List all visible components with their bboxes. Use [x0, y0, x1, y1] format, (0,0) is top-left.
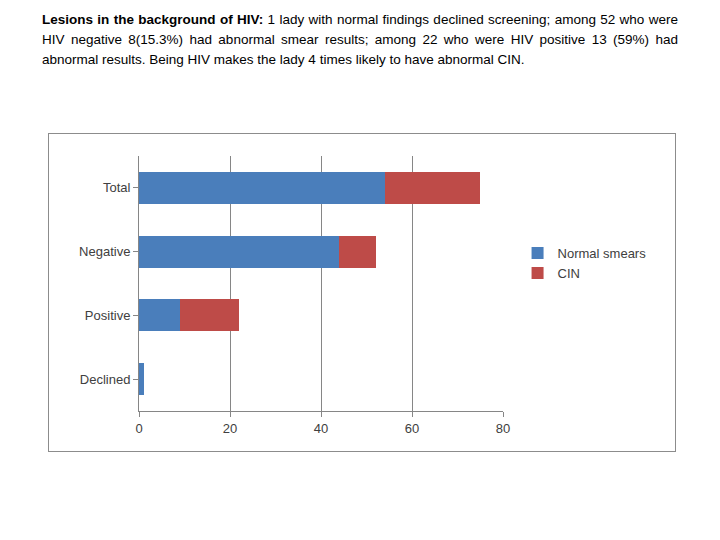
svg-text:Total: Total	[103, 180, 131, 195]
svg-text:40: 40	[314, 421, 328, 436]
svg-text:CIN: CIN	[558, 266, 580, 281]
svg-text:Declined: Declined	[80, 372, 131, 387]
svg-text:20: 20	[223, 421, 237, 436]
svg-text:Negative: Negative	[79, 244, 130, 259]
svg-text:80: 80	[496, 421, 510, 436]
svg-text:Normal smears: Normal smears	[558, 246, 647, 261]
svg-text:60: 60	[405, 421, 419, 436]
html-text:Lesions in the background of H: Lesions in the background of HIV: 1 lady…	[42, 12, 678, 67]
svg-text:0: 0	[135, 421, 142, 436]
svg-text:Positive: Positive	[85, 308, 131, 323]
